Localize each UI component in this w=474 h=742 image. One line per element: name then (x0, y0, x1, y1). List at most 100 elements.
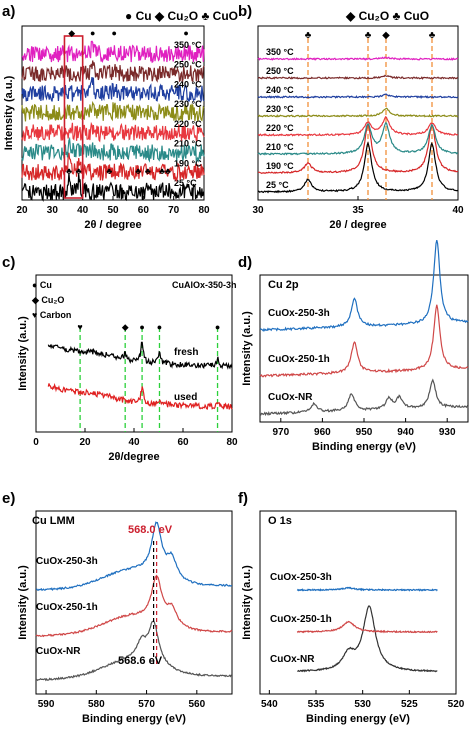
x-tick-label: 590 (38, 699, 55, 710)
x-tick-label: 950 (356, 427, 373, 438)
series-label-a: 25 °C (174, 178, 197, 188)
reference-symbol-c: ● (157, 322, 162, 332)
series-line-a (21, 77, 205, 102)
series-label-a: 250 °C (174, 60, 202, 70)
peak-marker-a: ♣ (76, 166, 82, 176)
series-label-a: 240 °C (174, 79, 202, 89)
series-label-b: 220 °C (266, 123, 294, 133)
x-tick-label: 540 (261, 699, 278, 710)
x-tick-label: 570 (138, 699, 155, 710)
x-tick-label: 560 (188, 699, 205, 710)
series-label-d: CuOx-250-1h (268, 354, 330, 365)
x-tick-label: 520 (448, 699, 465, 710)
y-axis-label: Intensity (a.u.) (17, 565, 29, 640)
peak-marker-a: ● (183, 28, 188, 38)
peak-marker-a: ♣ (66, 166, 72, 176)
legend-c-cu2o: ◆ Cu₂O (31, 295, 64, 305)
series-label-a: 190 °C (174, 158, 202, 168)
series-line-a (21, 100, 205, 122)
reference-symbol-c: ● (139, 322, 144, 332)
x-axis-label: 2θ / degree (329, 219, 386, 231)
panel-label-b: b) (238, 3, 252, 20)
x-tick-label: 530 (354, 699, 371, 710)
series-label-c: used (174, 392, 197, 403)
series-label-b: 210 °C (266, 142, 294, 152)
series-line-b (257, 107, 459, 118)
x-tick-label: 80 (198, 205, 210, 216)
x-tick-label: 580 (88, 699, 105, 710)
series-label-e: CuOx-250-1h (36, 602, 98, 613)
series-label-b: 350 °C (266, 47, 294, 57)
series-line-b (257, 74, 459, 80)
series-label-b: 25 °C (266, 180, 289, 190)
panel-label-c: c) (2, 254, 15, 271)
series-label-a: 210 °C (174, 139, 202, 149)
series-label-f: CuOx-NR (270, 654, 315, 665)
reference-symbol-c: ♥ (77, 322, 82, 332)
x-tick-label: 60 (177, 437, 189, 448)
series-label-a: 230 °C (174, 99, 202, 109)
y-axis-label: Intensity (a.u.) (17, 316, 29, 391)
x-tick-label: 60 (138, 205, 150, 216)
series-line-a (21, 60, 205, 83)
series-line-f (296, 620, 438, 634)
series-line-e (35, 521, 233, 592)
x-tick-label: 940 (397, 427, 414, 438)
plot-frame (35, 510, 233, 695)
legend-b: ◆ Cu₂O ♣ CuO (345, 9, 429, 23)
x-tick-label: 40 (128, 437, 140, 448)
series-label-b: 240 °C (266, 85, 294, 95)
reference-symbol-c: ● (215, 322, 220, 332)
peak-marker-a: ● (111, 28, 116, 38)
panel-label-f: f) (238, 490, 248, 507)
series-label-b: 230 °C (266, 104, 294, 114)
series-line-f (296, 586, 438, 592)
series-label-b: 190 °C (266, 161, 294, 171)
reference-symbol-b: ◆ (382, 30, 390, 41)
plot-frame (259, 510, 457, 695)
x-tick-label: 70 (168, 205, 180, 216)
x-axis-label: Binding energy (eV) (306, 713, 410, 725)
x-tick-label: 525 (401, 699, 418, 710)
title-d: Cu 2p (268, 279, 299, 291)
series-label-b: 250 °C (266, 66, 294, 76)
x-tick-label: 970 (272, 427, 289, 438)
x-tick-label: 30 (252, 205, 264, 216)
y-axis-label: Intensity (a.u.) (241, 311, 253, 386)
series-line-b (257, 56, 459, 61)
series-line-b (258, 123, 459, 175)
series-line-b (258, 141, 459, 194)
annotation-568-6: 568.6 eV (118, 655, 163, 667)
x-tick-label: 930 (439, 427, 456, 438)
series-line-a (21, 152, 205, 183)
series-line-b (257, 122, 459, 156)
title-c: CuAlOx-350-3h (172, 280, 237, 290)
x-tick-label: 40 (452, 205, 464, 216)
reference-symbol-b: ♣ (365, 30, 372, 41)
series-line-d (259, 304, 469, 378)
series-line-c (47, 382, 233, 410)
x-tick-label: 20 (16, 205, 28, 216)
highlight-box (63, 35, 84, 199)
series-line-a (21, 121, 205, 143)
peak-marker-a: ♣ (135, 166, 141, 176)
legend-c-cu: ● Cu (32, 280, 52, 290)
series-line-d (259, 378, 469, 417)
x-tick-label: 535 (308, 699, 325, 710)
series-label-e: CuOx-250-3h (36, 556, 98, 567)
series-label-c: fresh (174, 347, 198, 358)
x-axis-label: 2θ / degree (84, 219, 141, 231)
series-line-c (47, 341, 233, 370)
series-label-f: CuOx-250-3h (270, 572, 332, 583)
legend-c-carbon: ♥ Carbon (32, 310, 71, 320)
series-line-b (257, 93, 459, 99)
series-line-d (259, 239, 469, 332)
x-axis-label: Binding energy (eV) (312, 441, 416, 453)
x-tick-label: 50 (107, 205, 119, 216)
x-tick-label: 40 (77, 205, 89, 216)
x-tick-label: 80 (226, 437, 238, 448)
reference-symbol-c: ◆ (122, 322, 129, 332)
peak-marker-a: ♣ (106, 166, 112, 176)
x-tick-label: 0 (33, 437, 39, 448)
title-e: Cu LMM (32, 515, 75, 527)
